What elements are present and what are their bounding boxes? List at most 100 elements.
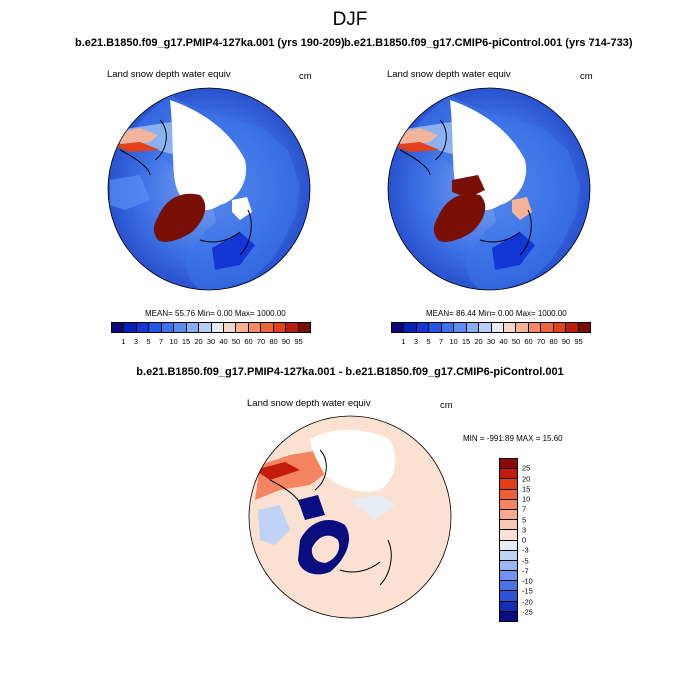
colorbar-tick-label: 40 [219, 337, 228, 346]
colorbar-tick-label: 1 [121, 337, 126, 346]
colorbar-swatch [500, 601, 517, 612]
colorbar-swatch [479, 323, 492, 332]
colorbar-tick-label: 80 [269, 337, 278, 346]
colorbar-swatch [500, 581, 517, 592]
colorbar-tick-label: 20 [474, 337, 483, 346]
colorbar-swatch [298, 323, 310, 332]
panel-3-stats: MIN = -991.89 MAX = 15.60 [463, 434, 563, 443]
colorbar-swatch [491, 323, 504, 332]
colorbar-swatch [416, 323, 430, 332]
colorbar-swatch [528, 323, 542, 332]
colorbar-tick-label: -15 [522, 586, 533, 596]
colorbar-tick-label: 3 [133, 337, 139, 346]
colorbar-tick-label: 50 [511, 337, 521, 346]
colorbar-tick-label: 3 [413, 337, 419, 346]
colorbar-swatch [500, 550, 517, 561]
panel-2-title: b.e21.B1850.f09_g17.CMIP6-piControl.001 … [344, 37, 633, 49]
diff-title: b.e21.B1850.f09_g17.PMIP4-127ka.001 - b.… [136, 366, 564, 378]
colorbar-swatch [578, 323, 590, 332]
colorbar-swatch [500, 530, 517, 541]
colorbar-tick-label: 7 [522, 504, 527, 514]
panel-3-variable: Land snow depth water equiv [247, 398, 371, 409]
colorbar-tick-label: 90 [281, 337, 291, 346]
colorbar-tick-label: 30 [206, 337, 216, 346]
panel-1-variable: Land snow depth water equiv [107, 69, 231, 80]
colorbar-tick-label: -25 [522, 607, 533, 617]
colorbar-tick-label: -7 [522, 566, 529, 576]
colorbar-tick-label: 5 [522, 515, 527, 524]
colorbar-tick-label: 20 [194, 337, 203, 346]
colorbar-swatch [503, 323, 517, 332]
colorbar-swatch [112, 323, 125, 332]
figure-title: DJF [332, 9, 368, 30]
colorbar-tick-label: 25 [522, 463, 531, 473]
panel-2-stats: MEAN= 86.44 Min= 0.00 Max= 1000.00 [426, 309, 567, 318]
colorbar-tick-label: 1 [401, 337, 406, 346]
panel-1-units: cm [299, 71, 312, 82]
colorbar-swatch [174, 323, 187, 332]
colorbar-tick-label: 40 [499, 337, 508, 346]
colorbar-tick-label: 7 [158, 337, 164, 346]
colorbar-tick-label: 50 [231, 337, 241, 346]
colorbar-tick-label: 20 [522, 474, 531, 483]
colorbar-tick-label: 5 [426, 337, 431, 346]
colorbar-swatch [500, 469, 517, 480]
colorbar-swatch [466, 323, 480, 332]
colorbar-swatch [392, 323, 405, 332]
panel-2-units: cm [580, 71, 593, 82]
colorbar-swatch [149, 323, 162, 332]
colorbar-tick-label: 15 [461, 337, 471, 346]
colorbar-swatch [553, 323, 567, 332]
colorbar-swatch [248, 323, 262, 332]
colorbar-swatch [429, 323, 442, 332]
colorbar-swatch [223, 323, 237, 332]
colorbar-swatch [500, 520, 517, 531]
colorbar-swatch [541, 323, 554, 332]
colorbar-swatch [500, 509, 517, 521]
colorbar-diff-labels: 25 20 15 10 7 5 3 0 -3 -5 -7 -10 -15 -20 -25 [522, 458, 552, 622]
colorbar-swatch [161, 323, 175, 332]
colorbar-swatch [500, 591, 517, 602]
colorbar-tick-label: -5 [522, 556, 529, 565]
colorbar-tick-label: 70 [256, 337, 266, 346]
panel-1-stats: MEAN= 55.76 Min= 0.00 Max= 1000.00 [145, 309, 286, 318]
colorbar-swatch [500, 611, 517, 621]
panel-1-title: b.e21.B1850.f09_g17.PMIP4-127ka.001 (yrs… [75, 37, 345, 49]
colorbar-panel-1-labels: 1 3 5 7 10 15 20 30 40 50 60 70 80 90 95 [111, 337, 311, 347]
colorbar-tick-label: 95 [294, 337, 303, 346]
colorbar-swatch [124, 323, 137, 332]
colorbar-swatch [286, 323, 299, 332]
map-panel-1 [108, 88, 310, 290]
colorbar-tick-label: 10 [522, 494, 531, 504]
colorbar-tick-label: 15 [522, 484, 531, 494]
colorbar-swatch [566, 323, 579, 332]
colorbar-swatch [441, 323, 455, 332]
map-panel-2 [388, 88, 590, 290]
colorbar-swatch [500, 540, 517, 551]
colorbar-tick-label: 10 [169, 337, 178, 346]
colorbar-swatch [500, 560, 517, 572]
colorbar-swatch [454, 323, 467, 332]
colorbar-tick-label: 7 [438, 337, 444, 346]
colorbar-swatch [261, 323, 274, 332]
colorbar-swatch [404, 323, 417, 332]
colorbar-tick-label: 95 [574, 337, 583, 346]
colorbar-tick-label: 70 [536, 337, 546, 346]
colorbar-swatch [211, 323, 224, 332]
colorbar-diff [499, 458, 518, 622]
colorbar-swatch [500, 499, 517, 510]
colorbar-panel-1 [111, 322, 311, 333]
colorbar-tick-label: -3 [522, 545, 529, 555]
colorbar-swatch [236, 323, 249, 332]
colorbar-swatch [199, 323, 212, 332]
map-panel-3 [249, 416, 451, 618]
colorbar-panel-2 [391, 322, 591, 333]
colorbar-tick-label: 5 [146, 337, 151, 346]
colorbar-swatch [273, 323, 287, 332]
colorbar-panel-2-labels: 1 3 5 7 10 15 20 30 40 50 60 70 80 90 95 [391, 337, 591, 347]
colorbar-swatch [500, 489, 517, 500]
colorbar-tick-label: 60 [244, 337, 253, 346]
colorbar-tick-label: 60 [524, 337, 533, 346]
colorbar-tick-label: -10 [522, 576, 533, 586]
